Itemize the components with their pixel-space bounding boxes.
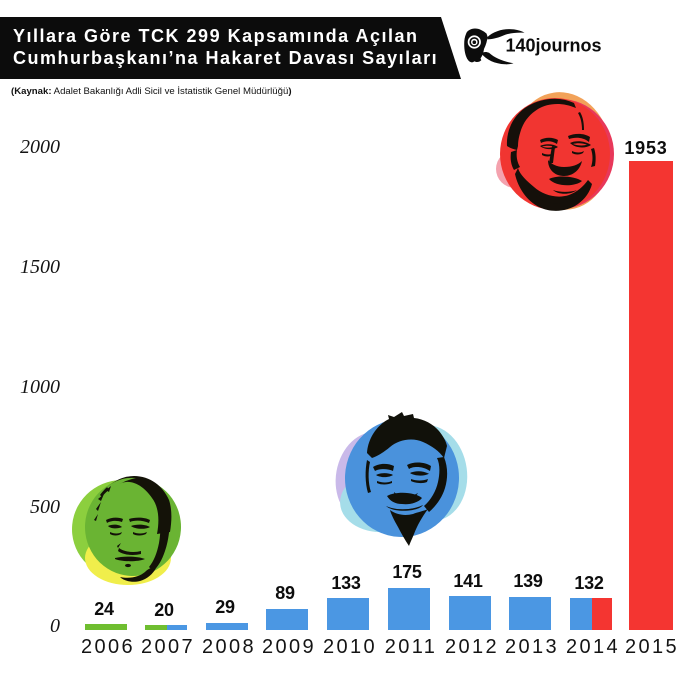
svg-text:140journos: 140journos [506, 36, 602, 56]
